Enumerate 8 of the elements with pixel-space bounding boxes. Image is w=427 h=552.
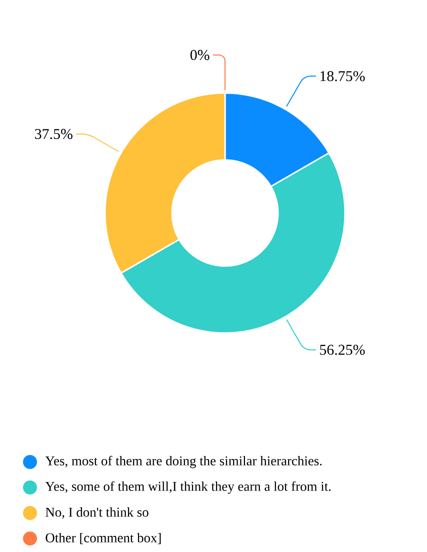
- data-label: 37.5%: [35, 128, 72, 140]
- text: 0%: [190, 50, 210, 60]
- legend-label: Other [comment box]: [46, 532, 161, 544]
- legend-label: No, I don't think so: [46, 507, 148, 519]
- data-label: 56.25%: [320, 344, 365, 355]
- legend-label: Yes, some of them will,I think they earn a lot from it.: [45, 481, 331, 494]
- legend-label: Yes, most of them are doing the similar hierarchies.: [45, 456, 322, 468]
- data-label: 18.75%: [320, 71, 365, 82]
